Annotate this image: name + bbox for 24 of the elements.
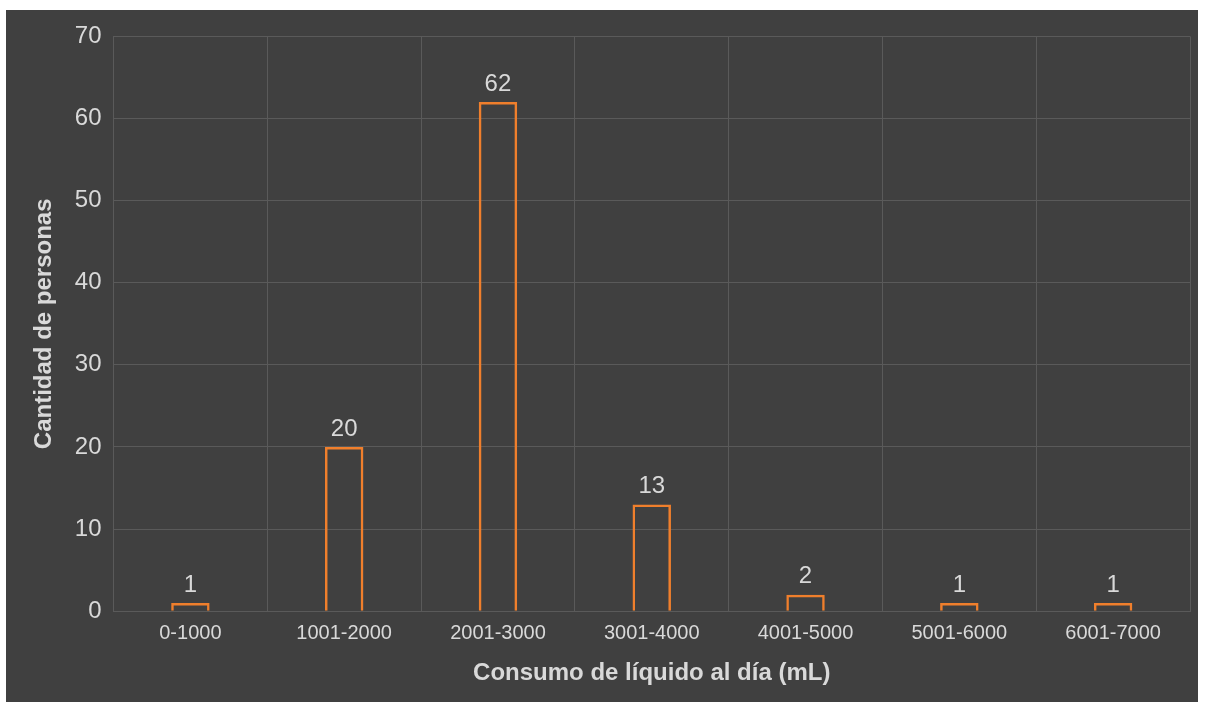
y-tick-label: 60	[74, 103, 102, 131]
x-tick-label: 6001-7000	[1065, 620, 1161, 643]
data-label: 1	[1106, 569, 1120, 597]
x-axis-title: Consumo de líquido al día (mL)	[473, 658, 831, 686]
data-label: 62	[484, 68, 512, 96]
y-tick-label: 20	[74, 431, 102, 459]
y-tick-label: 40	[74, 267, 102, 295]
y-tick-label: 70	[74, 21, 102, 49]
x-tick-label: 2001-3000	[450, 620, 546, 643]
data-label: 1	[952, 569, 966, 597]
x-tick-label: 4001-5000	[757, 620, 854, 643]
x-tick-label: 5001-6000	[911, 620, 1008, 643]
y-tick-label: 10	[74, 513, 102, 541]
x-tick-label: 1001-2000	[296, 620, 392, 643]
y-axis-title: Cantidad de personas	[29, 198, 57, 450]
data-label: 13	[638, 471, 666, 499]
x-tick-label: 0-1000	[159, 620, 222, 643]
y-tick-label: 50	[74, 185, 102, 213]
data-label: 1	[183, 569, 198, 597]
data-label: 2	[798, 561, 813, 589]
data-label: 20	[330, 413, 358, 441]
x-tick-label: 3001-4000	[603, 620, 700, 643]
y-tick-label: 0	[88, 595, 102, 623]
y-tick-label: 30	[74, 349, 102, 377]
